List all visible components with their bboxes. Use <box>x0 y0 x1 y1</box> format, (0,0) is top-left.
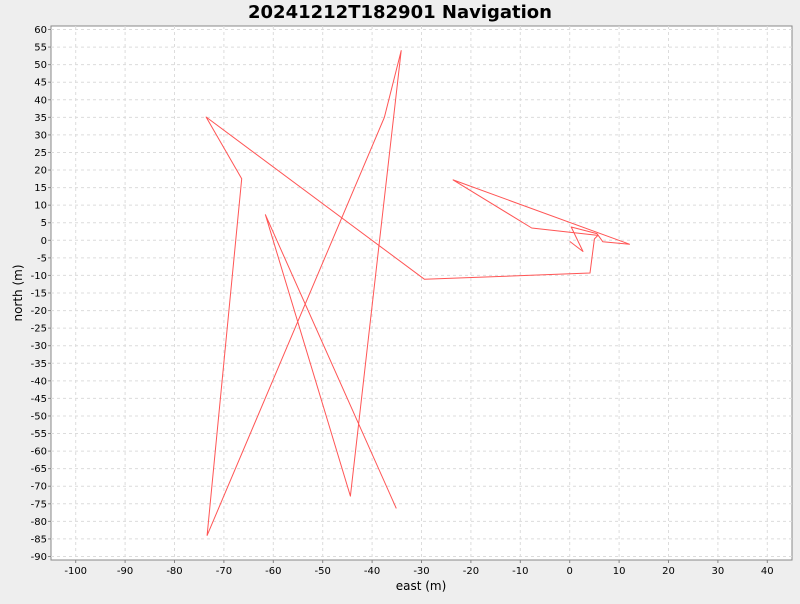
y-tick-label: 30 <box>34 130 47 141</box>
y-tick-label: -45 <box>31 394 47 405</box>
y-tick-label: -35 <box>31 359 47 370</box>
chart-title: 20241212T182901 Navigation <box>248 2 552 23</box>
x-tick-label: 30 <box>712 566 725 577</box>
y-tick-label: 20 <box>34 166 47 177</box>
y-tick-label: -30 <box>31 341 47 352</box>
trajectory-line <box>205 50 630 536</box>
x-tick-label: -80 <box>166 566 182 577</box>
y-tick-label: 15 <box>34 183 47 194</box>
x-tick-label: -60 <box>265 566 281 577</box>
x-tick-label: -10 <box>512 566 528 577</box>
series-layer <box>205 50 630 536</box>
x-tick-label: -20 <box>463 566 479 577</box>
y-tick-label: 35 <box>34 113 47 124</box>
x-tick-label: 20 <box>662 566 675 577</box>
y-tick-label: -65 <box>31 464 47 475</box>
y-axis-label: north (m) <box>11 264 25 321</box>
y-tick-label: -10 <box>31 271 47 282</box>
y-tick-label: 5 <box>41 218 47 229</box>
y-tick-label: -15 <box>31 289 47 300</box>
x-axis-ticks: -100 -90 -80 -70 -60 -50 -40 -30 -20 -10 0 10 20 30 40 <box>64 560 774 577</box>
x-tick-label: -70 <box>216 566 232 577</box>
y-tick-label: 40 <box>34 95 47 106</box>
x-tick-label: -100 <box>64 566 87 577</box>
y-tick-label: 55 <box>34 43 47 54</box>
y-tick-label: -50 <box>31 411 47 422</box>
x-tick-label: -50 <box>315 566 331 577</box>
y-tick-label: -80 <box>31 517 47 528</box>
y-tick-label: -25 <box>31 324 47 335</box>
y-tick-label: -75 <box>31 499 47 510</box>
x-axis-label: east (m) <box>396 579 447 593</box>
y-tick-label: -20 <box>31 306 47 317</box>
y-tick-label: 50 <box>34 60 47 71</box>
x-tick-label: -30 <box>413 566 429 577</box>
y-tick-label: 45 <box>34 78 47 89</box>
y-tick-label: -55 <box>31 429 47 440</box>
y-tick-label: -5 <box>37 253 47 264</box>
y-tick-label: 25 <box>34 148 47 159</box>
y-tick-label: -90 <box>31 552 47 563</box>
y-tick-label: -70 <box>31 482 47 493</box>
x-tick-label: 0 <box>567 566 573 577</box>
y-axis-ticks: 605550454035302520151050-5-10-15-20-25-3… <box>31 25 51 563</box>
grid-lines <box>51 26 792 560</box>
y-tick-label: -40 <box>31 376 47 387</box>
x-tick-label: -90 <box>117 566 133 577</box>
x-tick-label: -40 <box>364 566 380 577</box>
x-tick-label: 40 <box>761 566 774 577</box>
y-tick-label: 10 <box>34 201 47 212</box>
y-tick-label: 60 <box>34 25 47 36</box>
y-tick-label: 0 <box>41 236 47 247</box>
y-tick-label: -85 <box>31 534 47 545</box>
x-tick-label: 10 <box>613 566 626 577</box>
y-tick-label: -60 <box>31 447 47 458</box>
